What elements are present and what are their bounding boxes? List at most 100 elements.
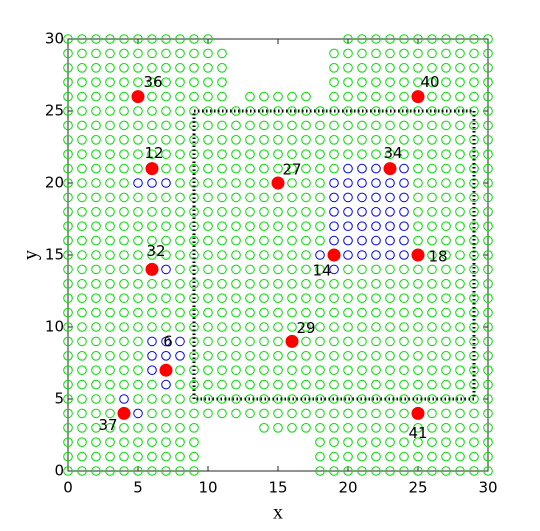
grid-point — [315, 120, 325, 131]
grid-point — [259, 336, 269, 347]
grid-point — [63, 135, 73, 145]
grid-point — [147, 379, 157, 390]
grid-point — [231, 379, 241, 390]
grid-point — [441, 120, 451, 131]
grid-point — [287, 322, 297, 332]
grid-point — [119, 379, 129, 390]
grid-point — [399, 322, 409, 332]
grid-point — [245, 221, 255, 231]
grid-point — [301, 365, 311, 376]
grid-point — [161, 293, 171, 304]
grid-point — [441, 451, 451, 462]
grid-point — [371, 91, 381, 102]
grid-point — [119, 91, 129, 102]
blue-point — [385, 250, 395, 260]
grid-point — [217, 221, 227, 231]
grid-point — [259, 235, 269, 246]
grid-point — [259, 279, 269, 289]
grid-point — [273, 365, 283, 376]
grid-point — [189, 34, 199, 44]
grid-point — [175, 423, 185, 433]
grid-point — [77, 307, 87, 318]
grid-point — [469, 34, 479, 44]
grid-point — [63, 163, 73, 174]
grid-point — [483, 77, 493, 87]
blue-point — [385, 235, 395, 246]
grid-point — [385, 293, 395, 304]
grid-point — [105, 207, 115, 217]
grid-point — [91, 120, 101, 131]
grid-point — [371, 34, 381, 44]
grid-point — [259, 264, 269, 275]
grid-point — [315, 221, 325, 231]
grid-point — [413, 466, 423, 476]
grid-point — [105, 322, 115, 332]
grid-point — [63, 192, 73, 203]
grid-point — [287, 221, 297, 231]
grid-point — [441, 322, 451, 332]
point-label: 41 — [408, 424, 427, 442]
grid-point — [469, 120, 479, 131]
grid-point — [329, 307, 339, 318]
grid-point — [105, 235, 115, 246]
grid-point — [133, 293, 143, 304]
grid-point — [343, 293, 353, 304]
grid-point — [133, 423, 143, 433]
grid-point — [217, 322, 227, 332]
grid-point — [273, 322, 283, 332]
grid-point — [217, 408, 227, 419]
grid-point — [91, 451, 101, 462]
grid-point — [343, 408, 353, 419]
grid-point — [161, 322, 171, 332]
grid-point — [133, 106, 143, 116]
grid-point — [469, 293, 479, 304]
grid-point — [329, 365, 339, 376]
blue-point — [399, 192, 409, 203]
grid-point — [231, 365, 241, 376]
grid-point — [63, 322, 73, 332]
grid-point — [315, 365, 325, 376]
grid-point — [231, 221, 241, 231]
grid-point — [413, 351, 423, 361]
grid-point — [385, 77, 395, 87]
grid-point — [413, 365, 423, 376]
grid-point — [189, 408, 199, 419]
grid-point — [217, 163, 227, 174]
grid-point — [413, 135, 423, 145]
grid-point — [175, 437, 185, 448]
grid-point — [77, 293, 87, 304]
grid-point — [175, 120, 185, 131]
grid-point — [483, 135, 493, 145]
grid-point — [483, 279, 493, 289]
grid-point — [357, 423, 367, 433]
grid-point — [175, 322, 185, 332]
grid-point — [147, 423, 157, 433]
grid-point — [483, 307, 493, 318]
grid-point — [287, 192, 297, 203]
grid-point — [77, 91, 87, 102]
grid-point — [217, 293, 227, 304]
grid-point — [119, 192, 129, 203]
x-tick-label: 10 — [198, 479, 217, 497]
grid-point — [133, 264, 143, 275]
grid-point — [343, 120, 353, 131]
grid-point — [455, 466, 465, 476]
grid-point — [259, 106, 269, 116]
grid-point — [413, 77, 423, 87]
grid-point — [63, 437, 73, 448]
y-tick-label: 10 — [45, 318, 64, 336]
grid-point — [371, 336, 381, 347]
grid-point — [203, 91, 213, 102]
grid-point — [427, 379, 437, 390]
y-tick-label: 0 — [54, 462, 64, 480]
grid-point — [217, 379, 227, 390]
grid-point — [287, 91, 297, 102]
grid-point — [217, 235, 227, 246]
grid-point — [315, 437, 325, 448]
grid-point — [63, 351, 73, 361]
grid-point — [371, 63, 381, 73]
grid-point — [483, 351, 493, 361]
grid-point — [105, 293, 115, 304]
grid-point — [469, 221, 479, 231]
